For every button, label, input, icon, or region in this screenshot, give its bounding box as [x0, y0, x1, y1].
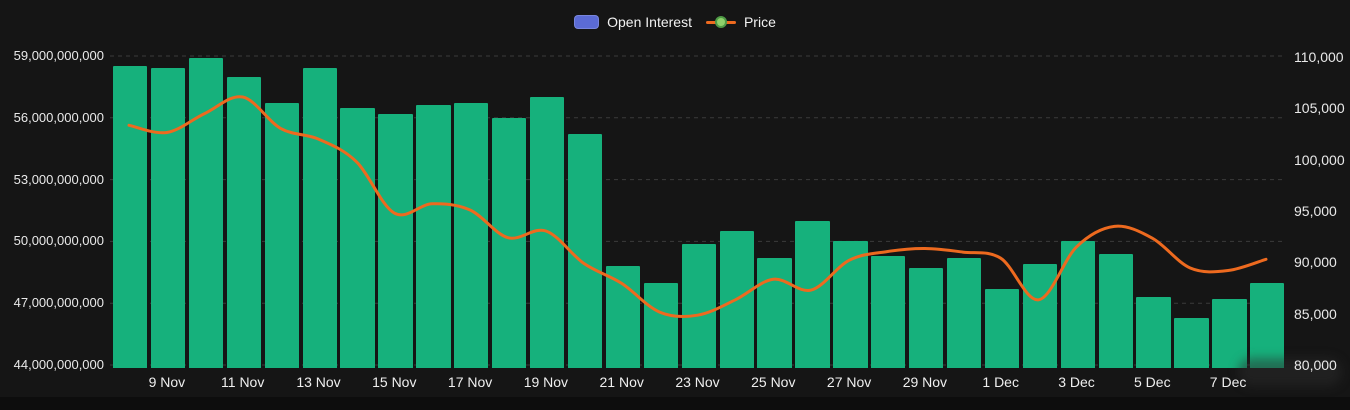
bar-3-dec[interactable]: [1060, 241, 1095, 368]
x-axis-label: 21 Nov: [599, 374, 644, 390]
bar-12-nov[interactable]: [264, 103, 299, 368]
x-axis-label: 3 Dec: [1058, 374, 1095, 390]
y-axis-right-label: 100,000: [1294, 151, 1345, 168]
bar-6-dec[interactable]: [1174, 317, 1209, 368]
watermark: [1238, 358, 1342, 386]
x-axis-label: 9 Nov: [148, 374, 186, 390]
y-axis-right-label: 95,000: [1294, 203, 1337, 219]
bar-4-dec[interactable]: [1098, 253, 1133, 368]
x-axis-label: 7 Dec: [1209, 374, 1247, 390]
bar-22-nov[interactable]: [643, 282, 678, 368]
open-interest-swatch-icon: [574, 15, 600, 29]
bar-21-nov[interactable]: [605, 266, 641, 368]
bar-11-nov[interactable]: [226, 76, 262, 368]
bar-27-nov[interactable]: [833, 241, 868, 368]
bar-28-nov[interactable]: [871, 255, 906, 368]
y-axis-right-label: 105,000: [1294, 100, 1345, 117]
bar-23-nov[interactable]: [681, 243, 716, 368]
y-axis-left-label: 56,000,000,000: [13, 109, 104, 125]
bar-10-nov[interactable]: [188, 58, 224, 368]
x-axis-label: 29 Nov: [902, 374, 948, 390]
bar-16-nov[interactable]: [416, 105, 451, 368]
bar-14-nov[interactable]: [340, 107, 375, 368]
x-axis-label: 15 Nov: [372, 374, 417, 390]
bar-9-nov[interactable]: [150, 68, 186, 368]
bar-18-nov[interactable]: [492, 117, 527, 368]
y-axis-left-label: 53,000,000,000: [13, 171, 104, 187]
price-line-marker-icon: [705, 15, 736, 29]
legend-open-interest-label: Open Interest: [607, 14, 692, 30]
legend-item-price[interactable]: Price: [705, 14, 776, 30]
y-axis-left-label: 44,000,000,000: [13, 357, 104, 372]
bar-20-nov[interactable]: [567, 134, 603, 368]
bar-8-dec[interactable]: [1250, 282, 1285, 368]
x-axis-label: 1 Dec: [982, 374, 1019, 390]
bar-7-dec[interactable]: [1212, 299, 1247, 368]
y-axis-left-label: 47,000,000,000: [13, 295, 104, 311]
bar-1-dec[interactable]: [984, 288, 1020, 368]
legend-item-open-interest[interactable]: Open Interest: [574, 14, 692, 30]
bar-15-nov[interactable]: [378, 113, 413, 368]
bar-8-nov[interactable]: [113, 66, 148, 368]
y-axis-right-label: 85,000: [1294, 305, 1337, 322]
bar-13-nov[interactable]: [302, 68, 337, 368]
x-axis-label: 5 Dec: [1134, 374, 1171, 390]
y-axis-left-label: 59,000,000,000: [13, 48, 104, 63]
bar-19-nov[interactable]: [529, 97, 565, 368]
x-axis-label: 23 Nov: [675, 374, 720, 390]
bar-26-nov[interactable]: [795, 220, 830, 368]
bar-29-nov[interactable]: [909, 268, 944, 368]
bar-24-nov[interactable]: [719, 231, 754, 368]
legend: Open Interest Price: [0, 10, 1350, 34]
legend-price-label: Price: [743, 14, 776, 30]
x-axis-label: 25 Nov: [751, 374, 796, 390]
bottom-strip: [0, 397, 1350, 410]
y-axis-left-label: 50,000,000,000: [13, 233, 104, 249]
y-axis-right-label: 90,000: [1294, 254, 1337, 271]
y-axis-right-label: 80,000: [1294, 357, 1337, 373]
bar-17-nov[interactable]: [454, 103, 489, 368]
bar-2-dec[interactable]: [1022, 264, 1058, 368]
bar-30-nov[interactable]: [946, 257, 982, 368]
x-axis-label: 11 Nov: [221, 374, 265, 390]
x-axis-label: 19 Nov: [523, 374, 569, 390]
bar-25-nov[interactable]: [757, 257, 792, 368]
x-axis-label: 13 Nov: [296, 374, 341, 390]
x-axis-label: 27 Nov: [826, 374, 872, 390]
y-axis-right-label: 110,000: [1294, 49, 1344, 65]
bar-5-dec[interactable]: [1136, 297, 1171, 368]
x-axis-label: 17 Nov: [447, 374, 493, 390]
